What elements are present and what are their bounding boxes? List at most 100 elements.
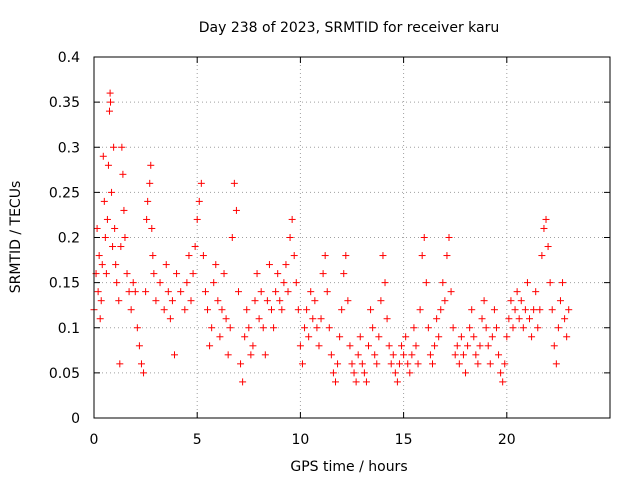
data-point: [499, 378, 507, 386]
data-point: [212, 261, 220, 269]
data-point: [183, 279, 191, 287]
data-point: [466, 324, 474, 332]
data-point: [348, 360, 356, 368]
data-point: [101, 234, 109, 241]
data-point: [278, 306, 286, 314]
data-point: [497, 369, 505, 377]
x-axis-ticks: 0 5 10 15 20: [90, 57, 516, 448]
data-point: [517, 297, 525, 305]
data-point: [406, 369, 414, 377]
data-point: [150, 270, 158, 278]
data-point: [290, 252, 298, 260]
data-point: [317, 315, 325, 323]
data-point: [319, 270, 327, 278]
data-point: [358, 360, 366, 368]
data-point: [204, 306, 212, 314]
data-point: [410, 324, 418, 332]
data-point: [501, 360, 509, 368]
data-point: [495, 351, 503, 359]
data-point: [395, 360, 403, 368]
data-point: [118, 143, 126, 151]
data-point: [120, 206, 128, 214]
data-point: [426, 351, 434, 359]
data-point: [106, 89, 114, 97]
data-point: [416, 306, 424, 314]
data-point: [449, 324, 457, 332]
data-point: [247, 351, 255, 359]
data-point: [265, 261, 273, 269]
data-point: [239, 378, 247, 386]
data-point: [210, 279, 218, 287]
data-point: [546, 279, 554, 287]
data-point: [402, 333, 410, 341]
data-point: [113, 279, 121, 287]
data-point: [428, 360, 436, 368]
data-point: [95, 252, 103, 260]
data-point: [552, 360, 560, 368]
data-point: [354, 351, 362, 359]
data-point: [131, 288, 139, 296]
data-point: [362, 378, 370, 386]
data-point: [109, 243, 117, 251]
data-point: [160, 306, 168, 314]
data-point: [509, 324, 517, 332]
data-point: [315, 342, 323, 350]
data-point: [445, 234, 453, 241]
data-point: [146, 179, 154, 187]
data-point: [344, 297, 352, 305]
data-point: [464, 342, 472, 350]
x-tick-label: 5: [193, 432, 202, 448]
data-point: [391, 369, 399, 377]
data-point: [548, 306, 556, 314]
data-point: [185, 252, 193, 260]
data-point: [102, 270, 110, 278]
y-tick-label: 0.35: [49, 95, 80, 111]
data-point: [346, 342, 354, 350]
y-tick-label: 0.2: [58, 231, 80, 247]
data-point: [224, 351, 232, 359]
data-point: [422, 279, 430, 287]
data-point: [187, 297, 195, 305]
y-axis-ticks: 0 0.05 0.1 0.15 0.2 0.25 0.3 0.35 0.4: [49, 50, 610, 427]
data-point: [125, 288, 133, 296]
data-point: [129, 279, 137, 287]
data-point: [443, 252, 451, 260]
data-point: [166, 315, 174, 323]
x-tick-label: 20: [498, 432, 516, 448]
data-point: [356, 333, 364, 341]
data-point: [336, 333, 344, 341]
y-tick-label: 0.3: [58, 140, 80, 156]
data-point: [152, 297, 160, 305]
data-point: [98, 261, 106, 269]
data-point: [526, 315, 534, 323]
data-point: [168, 297, 176, 305]
data-point: [433, 315, 441, 323]
y-tick-label: 0: [71, 411, 80, 427]
data-point: [412, 342, 420, 350]
data-point: [230, 179, 238, 187]
data-point: [110, 143, 118, 151]
data-point: [338, 306, 346, 314]
data-point: [377, 297, 385, 305]
data-point: [111, 224, 119, 232]
data-point: [253, 270, 261, 278]
grid-layer: [94, 57, 610, 418]
data-point: [216, 333, 224, 341]
data-point: [99, 152, 107, 160]
data-point: [365, 342, 373, 350]
data-point: [418, 252, 426, 260]
data-point: [393, 378, 401, 386]
data-point: [121, 234, 129, 241]
data-point: [367, 306, 375, 314]
data-point: [112, 261, 120, 269]
data-point: [482, 324, 490, 332]
data-point: [484, 342, 492, 350]
data-point: [107, 98, 115, 106]
data-point: [133, 324, 141, 332]
y-tick-label: 0.4: [58, 50, 80, 66]
data-point: [220, 270, 228, 278]
y-tick-label: 0.1: [58, 321, 80, 337]
data-point: [540, 224, 548, 232]
data-point: [164, 288, 172, 296]
